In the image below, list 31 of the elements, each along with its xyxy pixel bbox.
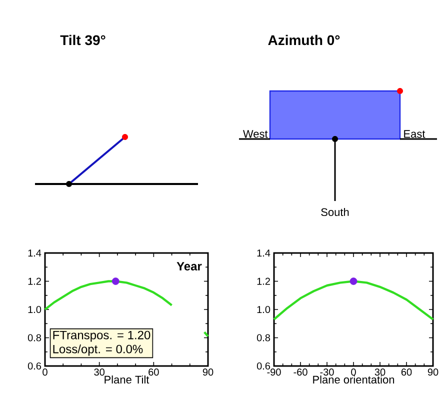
- x-tick-label: 90: [202, 368, 214, 376]
- y-tick-label: 0.6: [28, 362, 42, 370]
- x-tick-label: 0: [42, 368, 48, 376]
- text: East: [404, 130, 426, 138]
- x-tick-label: -30: [320, 368, 334, 376]
- x-tick-label: 60: [401, 368, 412, 376]
- y-tick-label: 0.8: [256, 334, 270, 342]
- x-tick-label: 90: [428, 368, 438, 376]
- x-tick-label: 30: [94, 368, 105, 376]
- text: Azimuth 0°: [268, 34, 340, 46]
- y-tick-label: 1.0: [28, 306, 42, 314]
- x-tick-label: 30: [374, 368, 386, 376]
- x-tick-label: 0: [351, 368, 356, 376]
- y-tick-label: 1.2: [28, 278, 41, 285]
- x-axis-title: Plane orientation: [313, 375, 394, 384]
- annotation: Year: [176, 262, 202, 270]
- x-tick-label: 60: [148, 368, 159, 376]
- x-tick-label: -90: [267, 368, 281, 376]
- y-tick-label: 0.6: [256, 362, 270, 370]
- annotation: Loss/opt. = 0.0%: [53, 344, 143, 356]
- y-tick-label: 1.2: [257, 278, 270, 285]
- y-tick-label: 0.8: [28, 334, 42, 342]
- annotation: FTranspos. = 1.20: [53, 330, 150, 342]
- text: West: [242, 130, 268, 138]
- text: South: [321, 208, 349, 216]
- x-axis-title: Plane Tilt: [104, 375, 150, 384]
- y-tick-label: 1.4: [257, 250, 270, 256]
- x-tick-label: -60: [294, 368, 308, 376]
- text: Tilt 39°: [60, 34, 106, 46]
- y-tick-label: 1.0: [257, 306, 270, 314]
- y-tick-label: 1.4: [28, 250, 42, 256]
